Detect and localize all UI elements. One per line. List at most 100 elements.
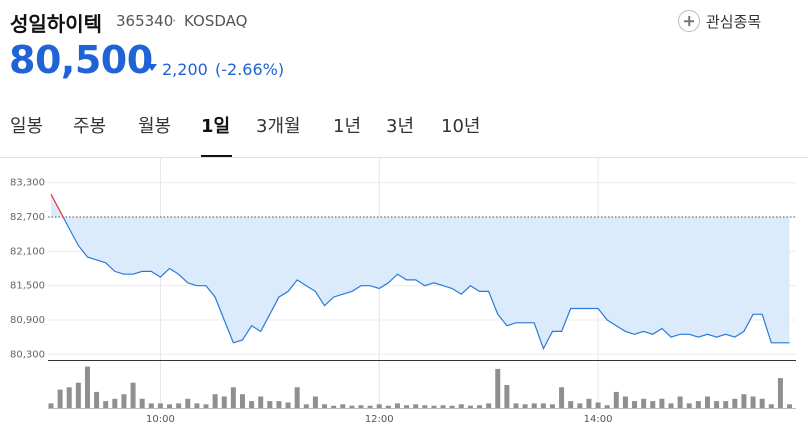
volume-bar: [285, 402, 291, 408]
volume-bar: [559, 387, 565, 408]
price-area: [51, 194, 790, 349]
volume-bar: [632, 401, 638, 408]
volume-bar: [413, 404, 419, 408]
volume-bar: [66, 387, 72, 408]
volume-bar: [723, 401, 729, 408]
volume-bar: [276, 401, 282, 408]
volume-bar: [431, 405, 437, 408]
price-line: [50, 193, 790, 351]
volume-bar: [787, 404, 793, 408]
volume-bar: [404, 405, 410, 408]
volume-bar: [777, 378, 783, 408]
volume-bar: [349, 405, 355, 408]
volume-bar: [48, 403, 54, 408]
volume-bar: [695, 401, 701, 408]
volume-bar: [650, 401, 656, 408]
volume-bar: [668, 403, 674, 408]
volume-bar: [139, 398, 145, 408]
period-tab[interactable]: 3개월: [256, 116, 301, 137]
favorite-label: 관심종목: [706, 12, 762, 31]
down-arrow: [147, 64, 157, 71]
volume-bar: [504, 385, 510, 408]
volume-bar: [249, 401, 255, 408]
volume-bar: [57, 389, 63, 408]
volume-bar: [303, 404, 309, 408]
volume-bar: [458, 404, 464, 408]
volume-bar: [741, 394, 747, 408]
volume-bar: [686, 403, 692, 408]
volume-bar: [540, 403, 546, 408]
period-tab[interactable]: 월봉: [138, 116, 172, 137]
volume-bar: [759, 398, 765, 408]
volume-bar: [449, 405, 455, 408]
y-tick-label: 82,100: [10, 246, 45, 257]
volume-bar: [176, 403, 182, 408]
x-tick-label: 14:00: [584, 414, 613, 425]
volume-bar: [495, 368, 501, 408]
period-tab[interactable]: 10년: [441, 116, 481, 137]
volume-bar: [577, 403, 583, 408]
volume-bar: [203, 404, 209, 408]
volume-bar: [394, 403, 400, 408]
change-percent: (-2.66%): [215, 60, 285, 79]
volume-bar: [467, 405, 473, 408]
volume-bar: [185, 398, 191, 408]
y-tick-label: 81,500: [10, 281, 45, 292]
volume-bar: [75, 382, 81, 408]
y-tick-label: 82,700: [10, 212, 45, 223]
volume-bar: [513, 403, 519, 408]
volume-bar: [768, 404, 774, 408]
plus-icon: [678, 10, 700, 32]
volume-bar: [212, 394, 218, 408]
market: KOSDAQ: [184, 12, 248, 30]
volume-bar: [732, 398, 738, 408]
volume-bar: [312, 396, 318, 408]
volume-bar: [440, 405, 446, 408]
volume-bar: [641, 398, 647, 408]
period-tab[interactable]: 1년: [333, 116, 362, 137]
period-tab[interactable]: 주봉: [73, 116, 107, 137]
volume-bar: [367, 405, 373, 408]
volume-bar: [714, 401, 720, 408]
volume-bar: [477, 405, 483, 408]
volume-bar: [522, 404, 528, 408]
favorite-button[interactable]: 관심종목: [678, 8, 761, 34]
volume-bar: [258, 396, 264, 408]
volume-bar: [549, 404, 555, 408]
period-tab[interactable]: 1일: [201, 116, 231, 137]
volume-bar: [148, 403, 154, 408]
volume-bar: [239, 394, 245, 408]
volume-bar: [221, 396, 227, 408]
volume-bar: [586, 398, 592, 408]
volume-bar: [486, 403, 492, 408]
period-tab[interactable]: 일봉: [10, 116, 44, 137]
stock-code: 365340: [116, 12, 174, 30]
volume-bar: [157, 403, 163, 408]
separator: ·: [172, 12, 177, 30]
x-tick-label: 12:00: [365, 414, 394, 425]
volume-bar: [604, 405, 610, 408]
volume-bar: [130, 382, 136, 408]
volume-bar: [704, 396, 710, 408]
volume-bar: [376, 404, 382, 408]
y-tick-label: 83,300: [10, 178, 45, 189]
volume-bar: [531, 403, 537, 408]
volume-bar: [331, 405, 337, 408]
active-tab-underline: [201, 155, 232, 157]
change: 2,200: [162, 60, 208, 79]
volume-bar: [568, 401, 574, 408]
volume-bar: [322, 404, 328, 408]
volume-bar: [121, 394, 127, 408]
volume-bar: [613, 391, 619, 408]
volume-bar: [340, 404, 346, 408]
volume-bar: [230, 387, 236, 408]
stock-name: 성일하이텍: [10, 12, 102, 36]
volume-bar: [422, 405, 428, 408]
volume-bar: [267, 401, 273, 408]
volume-bar: [358, 405, 364, 408]
period-tab[interactable]: 3년: [386, 116, 415, 137]
price: 80,500: [9, 38, 153, 82]
x-tick-label: 10:00: [146, 414, 175, 425]
volume-bar: [659, 398, 665, 408]
